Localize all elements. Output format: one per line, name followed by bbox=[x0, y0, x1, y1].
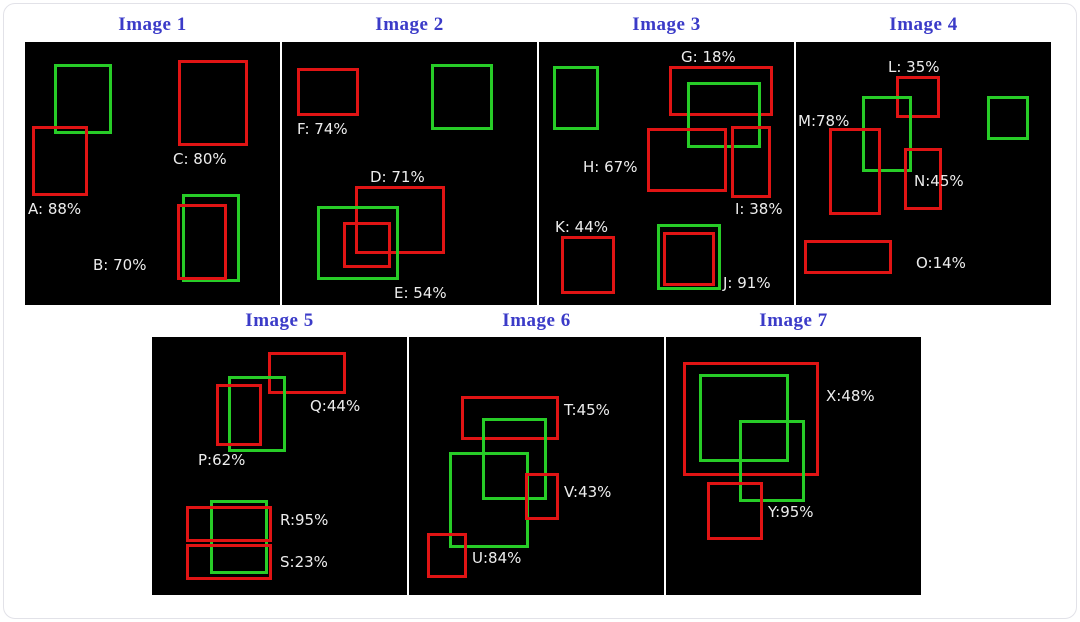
bbox-green bbox=[987, 96, 1029, 140]
bbox-red bbox=[177, 204, 227, 280]
bbox-label: K: 44% bbox=[555, 218, 608, 236]
bbox-label: A: 88% bbox=[28, 200, 82, 218]
bbox-label: D: 71% bbox=[370, 168, 425, 186]
panel-image-6: T:45% V:43% U:84% bbox=[409, 337, 664, 595]
bbox-red bbox=[707, 482, 763, 540]
bbox-green bbox=[862, 96, 912, 172]
bbox-red bbox=[647, 128, 727, 192]
bbox-red bbox=[216, 384, 262, 446]
panel-title-4: Image 4 bbox=[889, 14, 958, 35]
bbox-red bbox=[683, 362, 819, 476]
bbox-red bbox=[663, 232, 715, 286]
panel-image-2: F: 74% D: 71% E: 54% bbox=[282, 42, 537, 305]
bbox-green bbox=[182, 194, 240, 282]
panel-title-2: Image 2 bbox=[375, 14, 444, 35]
bbox-red bbox=[669, 66, 773, 116]
bbox-red bbox=[186, 506, 272, 542]
bbox-label: G: 18% bbox=[681, 48, 736, 66]
bbox-red bbox=[186, 544, 272, 580]
bbox-label: I: 38% bbox=[735, 200, 783, 218]
bbox-label: C: 80% bbox=[173, 150, 227, 168]
bbox-red bbox=[355, 186, 445, 254]
bbox-red bbox=[829, 128, 881, 215]
bbox-green bbox=[431, 64, 493, 130]
panel-title-7: Image 7 bbox=[759, 310, 828, 331]
bbox-label: L: 35% bbox=[888, 58, 940, 76]
bbox-red bbox=[461, 396, 559, 440]
bbox-green bbox=[657, 224, 721, 290]
bbox-label: V:43% bbox=[564, 483, 612, 501]
bbox-red bbox=[32, 126, 88, 196]
bbox-green bbox=[739, 420, 805, 502]
bbox-red bbox=[178, 60, 248, 146]
bbox-label: E: 54% bbox=[394, 284, 447, 302]
bbox-red bbox=[731, 126, 771, 198]
bbox-label: P:62% bbox=[198, 451, 246, 469]
bbox-label: Q:44% bbox=[310, 397, 361, 415]
bbox-red bbox=[343, 222, 391, 268]
bbox-green bbox=[699, 374, 789, 462]
bbox-green bbox=[553, 66, 599, 130]
bbox-label: R:95% bbox=[280, 511, 329, 529]
panel-title-6: Image 6 bbox=[502, 310, 571, 331]
bbox-green bbox=[210, 500, 268, 574]
panel-image-5: Q:44% P:62% R:95% S:23% bbox=[152, 337, 407, 595]
bbox-label: X:48% bbox=[826, 387, 875, 405]
bbox-label: U:84% bbox=[472, 549, 522, 567]
panel-image-4: L: 35% M:78% N:45% O:14% bbox=[796, 42, 1051, 305]
panel-image-7: X:48% Y:95% bbox=[666, 337, 921, 595]
bbox-label: O:14% bbox=[916, 254, 966, 272]
bbox-label: J: 91% bbox=[723, 274, 771, 292]
bbox-red bbox=[561, 236, 615, 294]
bbox-label: B: 70% bbox=[93, 256, 147, 274]
bbox-green bbox=[228, 376, 286, 452]
bbox-label: N:45% bbox=[914, 172, 964, 190]
bbox-label: H: 67% bbox=[583, 158, 638, 176]
bbox-red bbox=[268, 352, 346, 394]
panel-image-1: A: 88% C: 80% B: 70% bbox=[25, 42, 280, 305]
bbox-green bbox=[54, 64, 112, 134]
bbox-red bbox=[525, 473, 559, 520]
panel-title-1: Image 1 bbox=[118, 14, 187, 35]
bbox-red bbox=[904, 148, 942, 210]
bbox-green bbox=[482, 418, 547, 500]
bbox-label: S:23% bbox=[280, 553, 328, 571]
bbox-red bbox=[297, 68, 359, 116]
bbox-label: Y:95% bbox=[768, 503, 814, 521]
bbox-label: M:78% bbox=[798, 112, 850, 130]
panel-title-3: Image 3 bbox=[632, 14, 701, 35]
bbox-green bbox=[317, 206, 399, 280]
bbox-label: T:45% bbox=[564, 401, 610, 419]
panel-image-3: G: 18% H: 67% I: 38% K: 44% J: 91% bbox=[539, 42, 794, 305]
bbox-red bbox=[804, 240, 892, 274]
bbox-red bbox=[427, 533, 467, 578]
figure-frame bbox=[3, 3, 1077, 619]
panel-title-5: Image 5 bbox=[245, 310, 314, 331]
bbox-label: F: 74% bbox=[297, 120, 348, 138]
